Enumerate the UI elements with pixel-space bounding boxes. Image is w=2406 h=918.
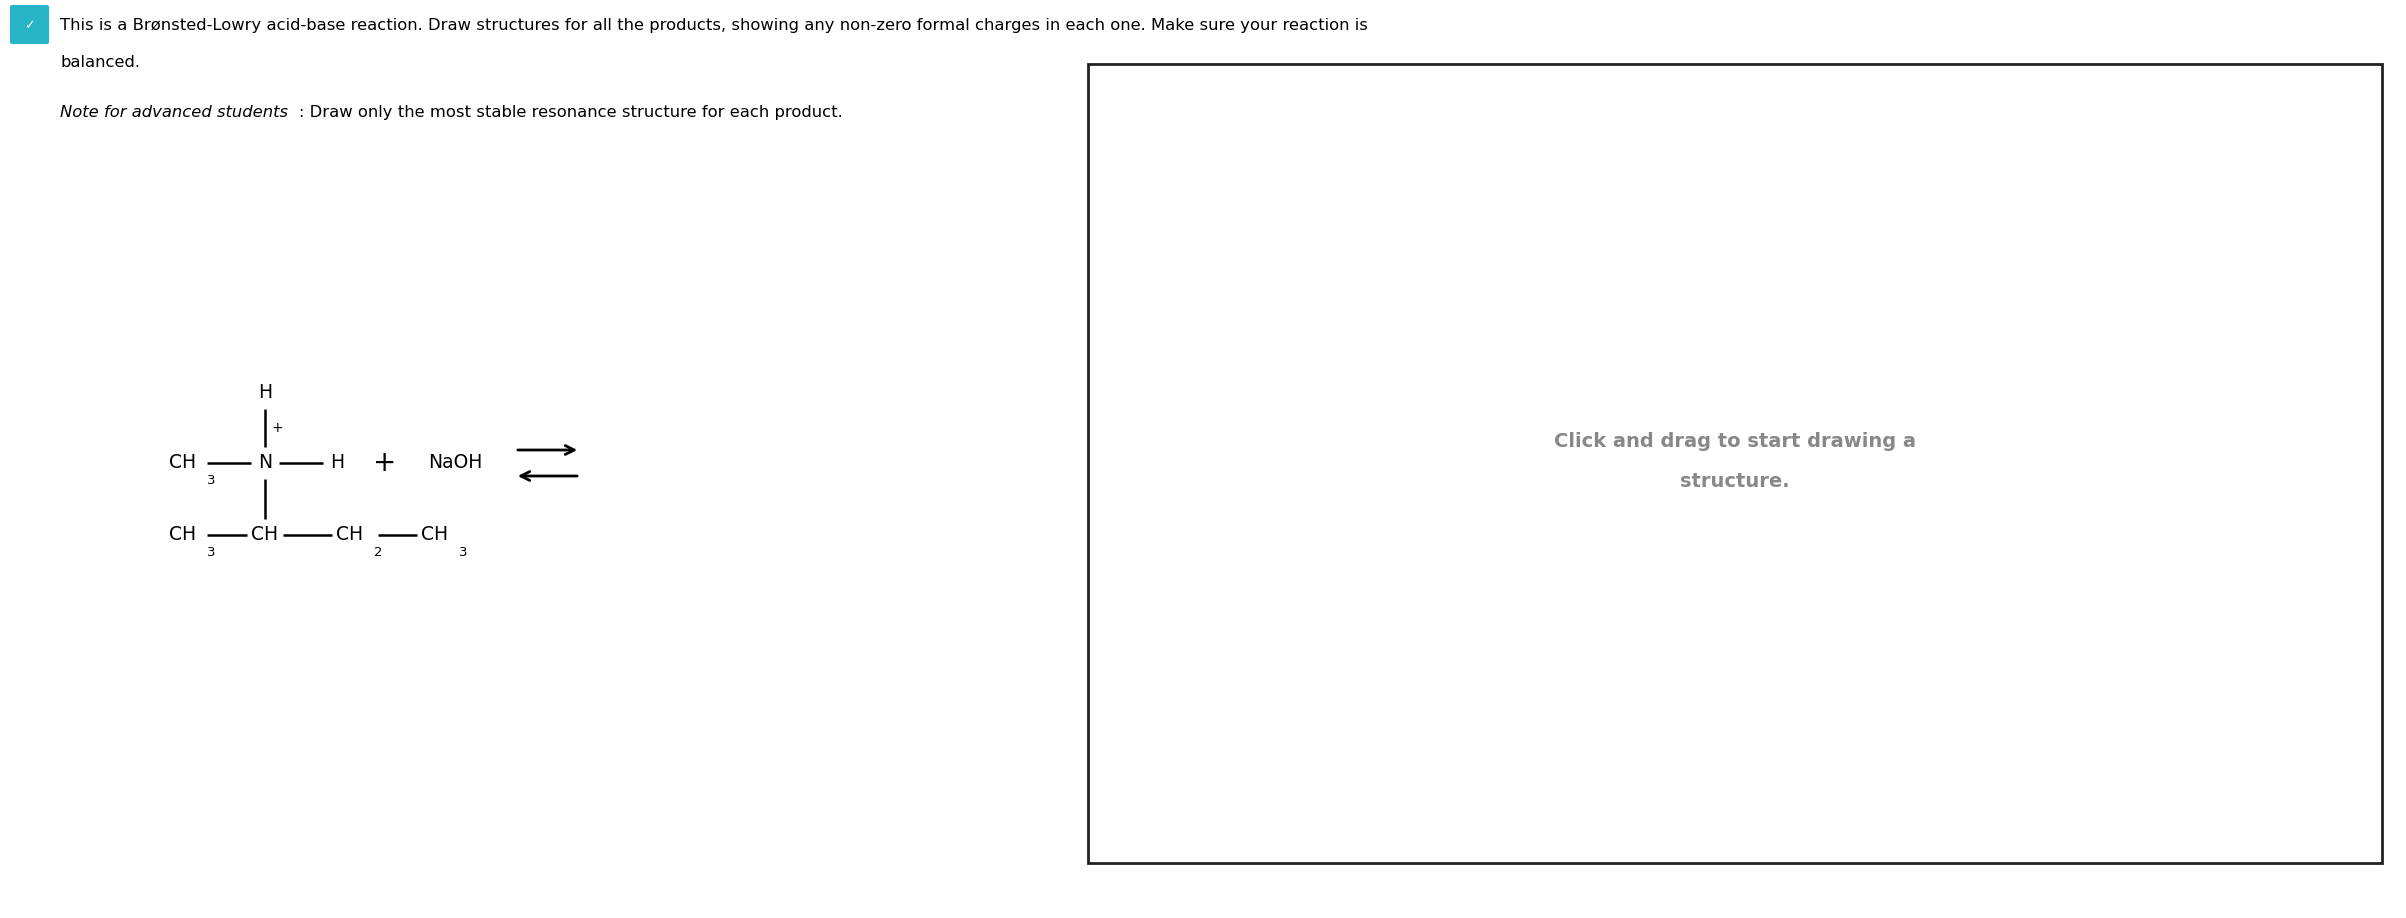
Text: CH: CH: [421, 525, 448, 544]
Text: Click and drag to start drawing a: Click and drag to start drawing a: [1554, 432, 1915, 451]
Text: This is a Brønsted-Lowry acid-base reaction. Draw structures for all the product: This is a Brønsted-Lowry acid-base react…: [60, 18, 1369, 33]
Text: H: H: [257, 384, 272, 402]
Text: structure.: structure.: [1679, 472, 1790, 491]
Text: 2: 2: [373, 546, 383, 559]
Text: balanced.: balanced.: [60, 55, 140, 70]
Text: N: N: [257, 453, 272, 473]
Text: CH: CH: [168, 525, 197, 544]
Text: +: +: [373, 449, 397, 477]
FancyBboxPatch shape: [10, 5, 48, 44]
Text: CH: CH: [253, 525, 279, 544]
Text: 3: 3: [460, 546, 467, 559]
Text: H: H: [330, 453, 344, 473]
Text: Note for advanced students: Note for advanced students: [60, 105, 289, 120]
Text: CH: CH: [337, 525, 363, 544]
Text: : Draw only the most stable resonance structure for each product.: : Draw only the most stable resonance st…: [298, 105, 842, 120]
Text: ✓: ✓: [24, 19, 34, 32]
Text: +: +: [272, 421, 284, 435]
Text: 3: 3: [207, 475, 214, 487]
Text: CH: CH: [168, 453, 197, 473]
Bar: [1088, 64, 2382, 863]
Text: 3: 3: [207, 546, 214, 559]
Text: NaOH: NaOH: [428, 453, 481, 473]
